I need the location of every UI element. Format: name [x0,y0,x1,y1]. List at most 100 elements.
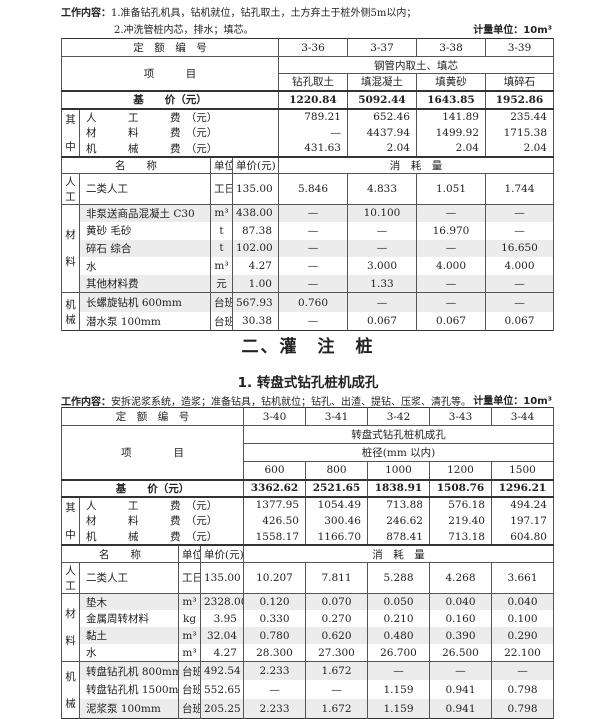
base-price: 2521.65 [305,478,368,497]
subitem: 1500 [491,461,554,480]
cost-value: 1054.49 [305,495,368,513]
resource-row: 材 料非泵送商品混凝土 C30 m³ 438.00—10.100— — [61,203,554,293]
resource-row: 其他材料费元 1.00—1.33— — [62,275,554,293]
consumption-value: 10.100 [347,203,417,222]
resource-name: 垫木 [79,592,179,611]
item-subheader-row: 桩径(mm 以内) [62,443,554,462]
resource-name: 黄砂 毛砂 [79,221,211,240]
consumption-value: — [485,203,554,222]
subitem: 填黄砂 [416,73,486,91]
resource-row: 碎石 综合 t 102.00— — —16.650 [62,239,554,258]
resource-price: 205.25 [200,699,244,719]
consumption-value: 3.661 [491,561,554,594]
cost-value: 789.21 [278,107,348,125]
consumption-value: 0.941 [429,699,492,719]
subitem: 填碎石 [485,73,554,91]
unit-col-label: 单位 [178,544,201,563]
consumption-label: 消 耗 量 [278,155,554,173]
consumption-value: 2.233 [243,660,306,681]
code-row: 定 额 编 号 3-36 3-37 3-38 3-39 [61,38,554,57]
work-content-line1: 1.准备钻孔机具，钻机就位，钻孔取土，土方弃土于桩外侧5m以内； [111,8,417,19]
resource-price: 4.27 [200,644,244,662]
consumption-value: 0.270 [305,610,368,628]
consumption-value: — [347,221,417,240]
cost-value: 1377.95 [243,495,306,513]
cost-label: 材 料 费 （元） [79,512,244,530]
category-label: 人工 [61,172,80,204]
consumption-value: — [416,239,486,258]
measurement-unit: 计量单位：10m³ [473,25,552,36]
cost-label: 材 料 费 （元） [79,124,279,141]
consumption-value: — [416,275,486,293]
cost-value: 713.18 [429,529,492,546]
resource-price: 102.00 [232,239,279,258]
consumption-value: 22.100 [491,644,554,662]
cost-value: 426.50 [243,512,306,530]
consumption-value: 0.798 [491,699,554,719]
work-content-label: 工作内容： [61,397,111,408]
consumption-value: — [491,660,554,681]
quota-code: 3-39 [485,38,554,57]
base-price: 1296.21 [491,478,554,497]
item-label: 项 目 [61,56,279,91]
cost-row: 其 中人 工 费 （元） 1377.95 1054.49 713.88 576.18 49… [61,495,554,546]
quota-code: 3-42 [367,407,430,426]
cost-row: 机 械 费 （元） 1558.17 1166.70 878.41 713.18 604.8… [62,529,554,546]
item-label: 项 目 [61,425,244,480]
resource-unit: 台班 [210,311,233,331]
group-title: 转盘式钻孔桩机成孔 [243,425,554,444]
resource-name: 潜水泵 100mm [79,311,211,331]
resource-row: 黄砂 毛砂 t 87.38— —16.970— [62,221,554,240]
base-price: 3362.62 [243,478,306,497]
base-price: 1643.85 [416,89,486,109]
consumption-value: — [416,292,486,312]
cost-value: 246.62 [367,512,430,530]
base-price-row: 基 价（元） 1220.84 5092.44 1643.85 1952.86 [61,89,554,109]
resource-unit: kg [178,610,201,628]
resource-unit: 工日 [178,561,201,594]
base-price-row: 基 价（元） 3362.62 2521.65 1838.91 1508.76 1296.2… [61,478,554,497]
resource-row: 黏土 m³ 32.04 0.780 0.620 0.480 0.390 0.290 [62,627,554,645]
cost-value: 300.46 [305,512,368,530]
resource-price: 567.93 [232,292,279,312]
subitem: 钻孔取土 [278,73,348,91]
category-label: 材 料 [61,203,80,293]
resource-price: 1.00 [232,275,279,293]
resource-row: 水 m³ 4.27—3.000 4.000 4.000 [62,257,554,276]
resource-unit: 台班 [210,292,233,312]
cost-value: 604.80 [491,529,554,546]
resource-name: 泥浆泵 100mm [79,699,179,719]
cost-value: 2.04 [485,140,554,157]
resource-unit: m³ [178,644,201,662]
quota-code-label: 定 额 编 号 [61,407,244,426]
consumption-value: 4.000 [485,257,554,276]
section-title: 二、灌 注 桩 [241,337,375,357]
resource-unit: 台班 [178,699,201,719]
cost-value: 652.46 [347,107,417,125]
consumption-value: — [347,239,417,258]
cost-value: 713.88 [367,495,430,513]
cost-value: 2.04 [416,140,486,157]
work-content-line1: 安拆泥浆系统，造浆；准备钻具，钻机就位；钻孔、出渣、提钻、压浆、清孔等。 [111,397,471,408]
consumption-value: 5.846 [278,172,348,204]
resource-price: 135.00 [232,172,279,204]
resource-unit: 台班 [178,660,201,681]
resource-price: 30.38 [232,311,279,331]
resource-header-row: 名 称单位单价(元)消 耗 量 [61,155,554,173]
consumption-value: 1.672 [305,660,368,681]
resource-price: 552.65 [200,680,244,700]
consumption-value: — [305,680,368,700]
consumption-value: — [278,203,348,222]
resource-unit: t [210,239,233,258]
cost-value: 235.44 [485,107,554,125]
resource-name: 二类人工 [79,172,211,204]
consumption-value: 1.744 [485,172,554,204]
consumption-value: 0.100 [491,610,554,628]
cost-value: 431.63 [278,140,348,157]
cost-value: 1715.38 [485,124,554,141]
consumption-value: — [278,275,348,293]
